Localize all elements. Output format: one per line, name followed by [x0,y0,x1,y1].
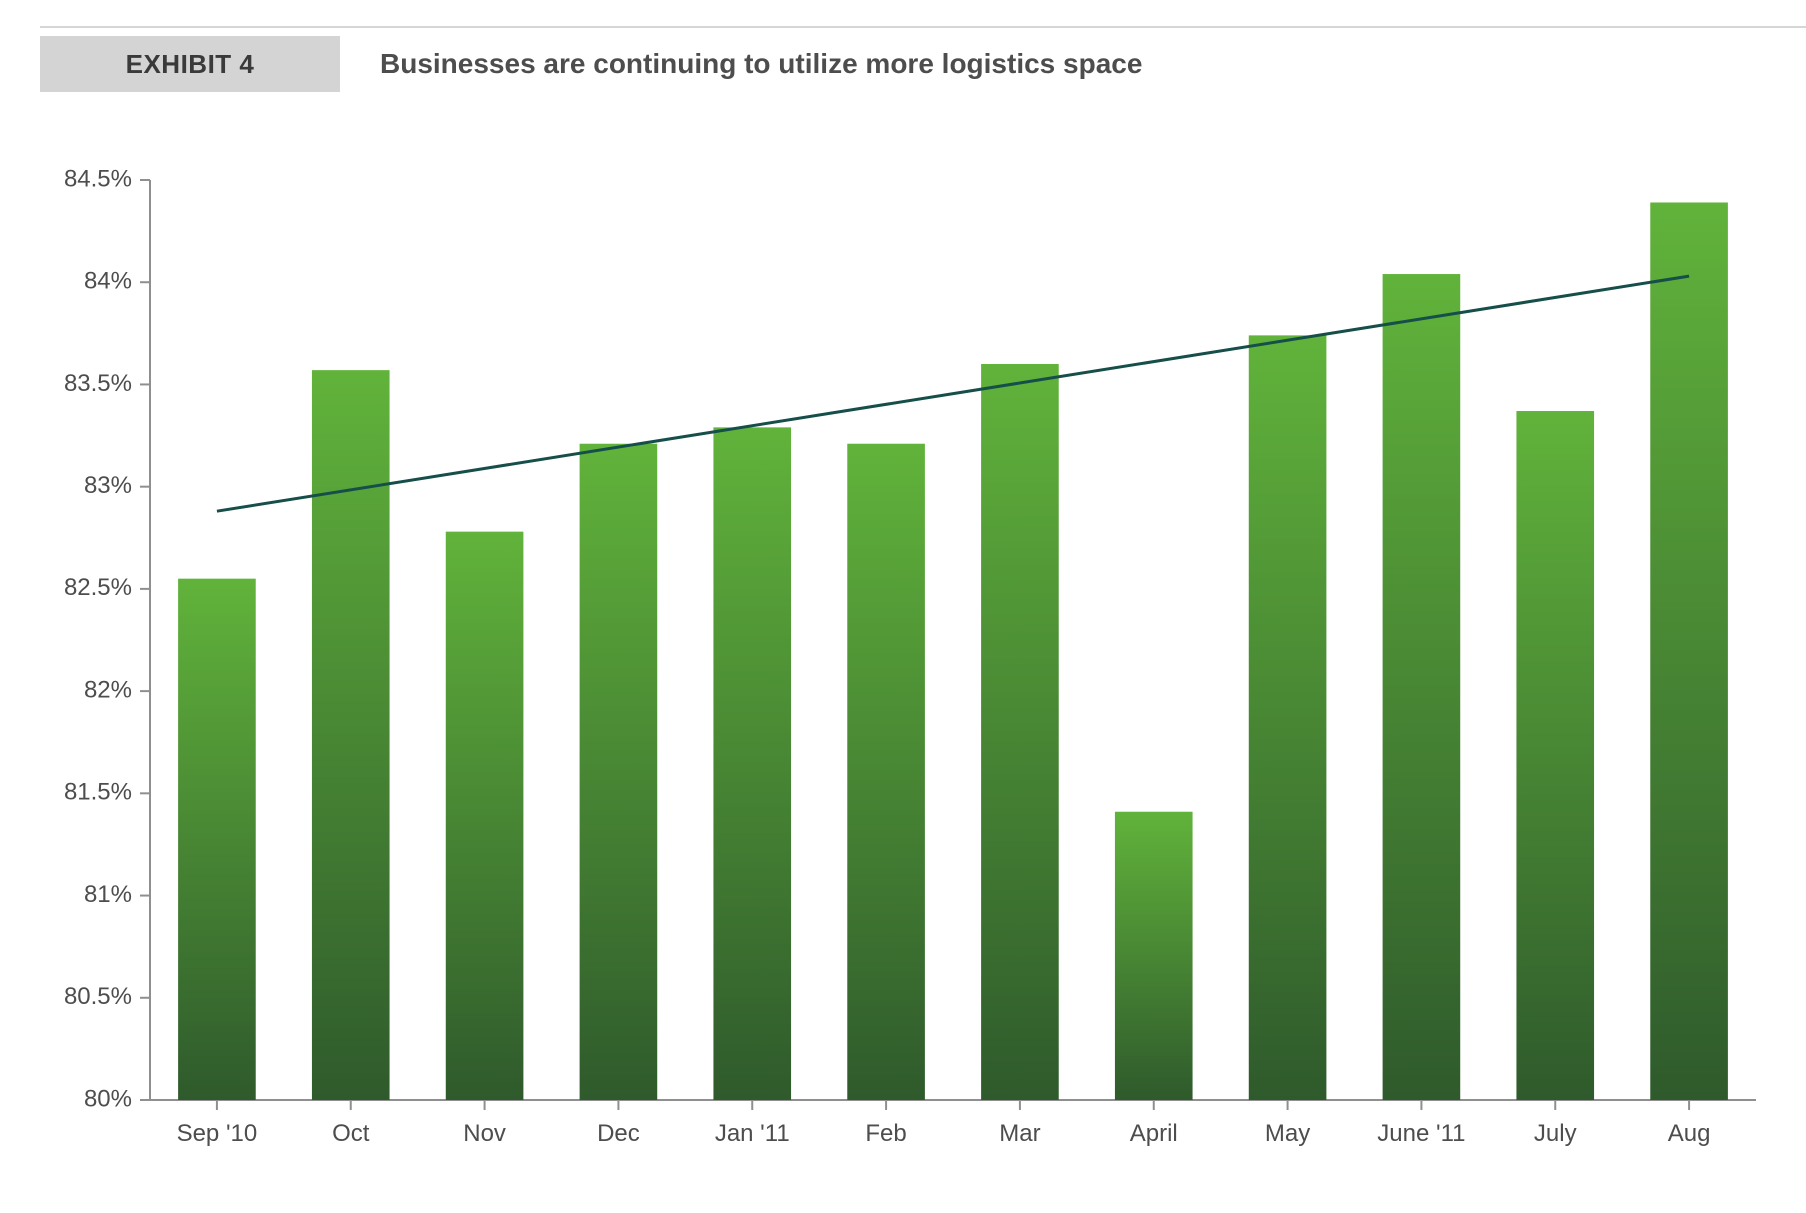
exhibit-header: EXHIBIT 4 Businesses are continuing to u… [40,36,1142,92]
top-rule [40,26,1806,28]
y-tick-label: 80.5% [64,983,132,1010]
bar [713,427,791,1100]
x-tick-label: April [1130,1120,1178,1147]
y-tick-label: 80% [84,1085,132,1112]
x-tick-label: Mar [999,1120,1040,1147]
bar [446,532,524,1100]
bar [312,370,390,1100]
y-tick-label: 82% [84,676,132,703]
exhibit-subtitle: Businesses are continuing to utilize mor… [340,36,1142,92]
chart-svg: 80% 80.5% 81% 81.5% 82% 82.5% 83% 83.5% 84% 84.5%… [40,150,1766,1170]
x-tick-label: Dec [597,1120,640,1147]
bar [178,579,256,1100]
bar [1115,812,1193,1100]
x-tick-label: Sep '10 [177,1120,258,1147]
x-tick-label: Oct [332,1120,370,1147]
page-root: EXHIBIT 4 Businesses are continuing to u… [0,0,1806,1213]
x-tick-label: Feb [865,1120,906,1147]
x-tick-label: June '11 [1377,1120,1465,1147]
y-tick-label: 81.5% [64,779,132,806]
trendline [217,276,1689,511]
exhibit-badge: EXHIBIT 4 [40,36,340,92]
x-tick-label: Nov [463,1120,506,1147]
y-tick-label: 82.5% [64,574,132,601]
y-tick-label: 81% [84,881,132,908]
bar [847,444,925,1100]
bar [580,444,658,1100]
bar [1650,202,1728,1100]
x-tick-label: July [1534,1120,1577,1147]
y-tick-label: 83% [84,472,132,499]
x-tick-label: May [1265,1120,1310,1147]
bar-chart: 80% 80.5% 81% 81.5% 82% 82.5% 83% 83.5% 84% 84.5%… [40,150,1766,1170]
x-tick-label: Jan '11 [715,1120,790,1147]
bar [1249,335,1327,1100]
x-tick-label: Aug [1668,1120,1711,1147]
bar [1516,411,1594,1100]
y-tick-label: 83.5% [64,370,132,397]
y-tick-label: 84.5% [64,165,132,192]
y-tick-label: 84% [84,268,132,295]
bar [1383,274,1461,1100]
bar [981,364,1059,1100]
